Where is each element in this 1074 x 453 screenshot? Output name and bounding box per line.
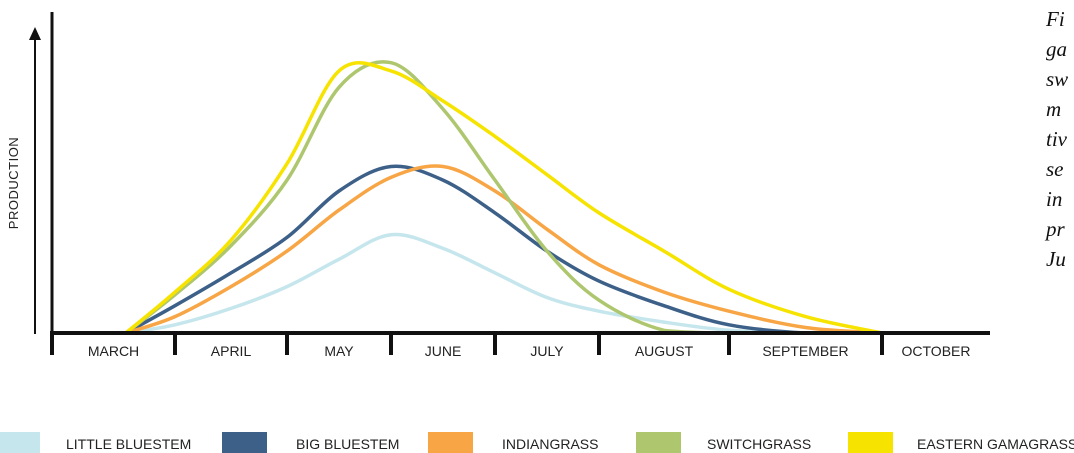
x-tick-label: JULY	[530, 343, 564, 359]
legend-swatch	[0, 432, 40, 453]
legend-swatch	[222, 432, 267, 453]
legend: LITTLE BLUESTEM BIG BLUESTEM INDIANGRASS SW…	[0, 432, 1074, 453]
series-line-eastern-gamagrass	[124, 61, 884, 335]
series-layer	[124, 60, 884, 335]
legend-label: LITTLE BLUESTEM	[66, 436, 191, 452]
series-line-big-bluestem	[124, 164, 884, 335]
legend-label: EASTERN GAMAGRASS	[917, 436, 1074, 452]
caption-line: Ju	[1046, 247, 1066, 271]
x-tick-label: AUGUST	[635, 343, 694, 359]
caption-line: se	[1046, 157, 1064, 181]
y-axis-arrowhead	[29, 27, 41, 40]
legend-label: INDIANGRASS	[502, 436, 598, 452]
caption-line: m	[1046, 97, 1062, 121]
legend-label: BIG BLUESTEM	[296, 436, 399, 452]
y-axis-label: PRODUCTION	[6, 137, 21, 229]
x-tick-label: MARCH	[88, 343, 139, 359]
caption-line: pr	[1046, 217, 1065, 241]
legend-swatch	[848, 432, 893, 453]
caption-line: Fi	[1046, 7, 1065, 31]
x-tick-label: OCTOBER	[902, 343, 971, 359]
legend-label: SWITCHGRASS	[707, 436, 811, 452]
series-line-indiangrass	[124, 164, 884, 335]
figure-caption: Fi ga sw m tiv se in pr Ju	[1046, 4, 1074, 274]
legend-swatch	[636, 432, 681, 453]
x-tick-layer: MARCH APRIL MAY JUNE JULY AUGUST SEPTEMBER OCTO…	[50, 333, 971, 359]
caption-line: ga	[1046, 37, 1067, 61]
caption-line: tiv	[1046, 127, 1067, 151]
x-tick-label: APRIL	[211, 343, 252, 359]
caption-line: in	[1046, 187, 1063, 211]
legend-swatch	[428, 432, 473, 453]
x-tick-label: MAY	[324, 343, 354, 359]
series-line-little-bluestem	[124, 232, 884, 335]
x-tick-label: SEPTEMBER	[762, 343, 848, 359]
axis-layer: PRODUCTION	[6, 12, 990, 338]
caption-line: sw	[1046, 67, 1069, 91]
x-tick-label: JUNE	[425, 343, 462, 359]
